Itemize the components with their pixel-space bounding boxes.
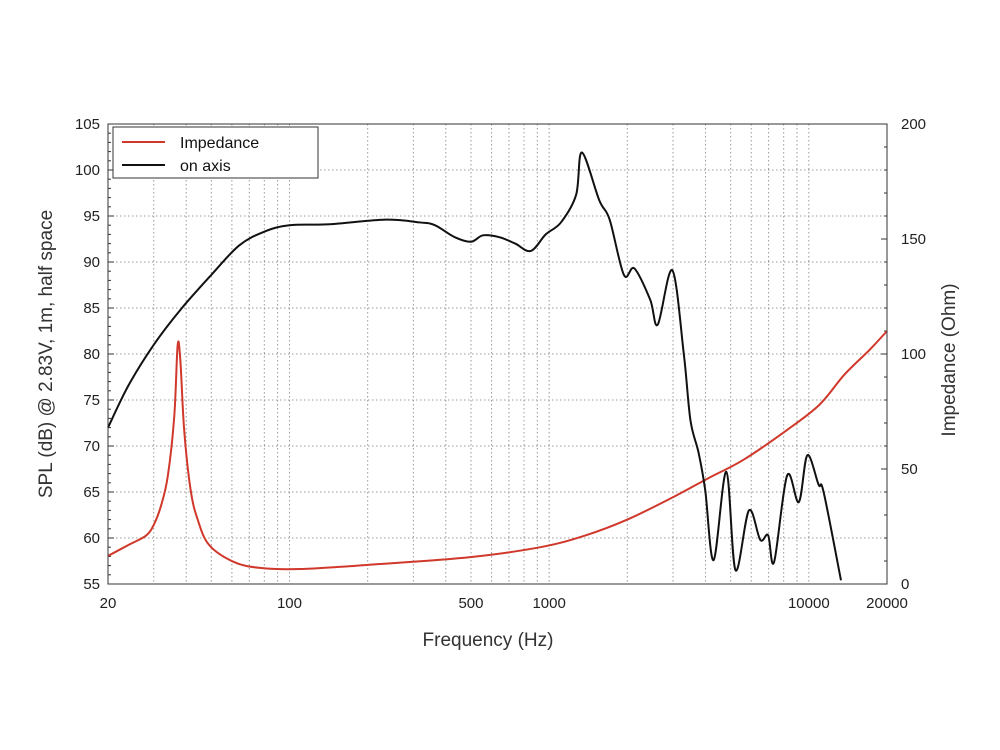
x-tick-label: 20000 xyxy=(866,595,908,612)
y-tick-label: 105 xyxy=(75,116,100,133)
legend: Impedance on axis xyxy=(112,126,319,179)
y2-tick-label: 50 xyxy=(901,461,918,478)
plot-frame xyxy=(107,123,888,585)
series-layer xyxy=(107,151,888,581)
x-tick-label: 10000 xyxy=(788,595,830,612)
x-axis-label: Frequency (Hz) xyxy=(423,630,554,651)
y-tick-label: 85 xyxy=(83,300,100,317)
legend-box xyxy=(112,126,319,179)
y2-tick-label: 150 xyxy=(901,231,926,248)
y-tick-label: 65 xyxy=(83,484,100,501)
grid xyxy=(108,123,887,585)
y-tick-label: 90 xyxy=(83,254,100,271)
series-line-on-axis xyxy=(107,151,842,581)
y-tick-label: 70 xyxy=(83,438,100,455)
x-tick-label: 20 xyxy=(100,595,117,612)
y-axis-label: SPL (dB) @ 2.83V, 1m, half space xyxy=(36,210,57,498)
x-tick-label: 500 xyxy=(458,595,483,612)
series-line-impedance xyxy=(107,330,888,571)
x-tick-label: 100 xyxy=(277,595,302,612)
y2-tick-label: 100 xyxy=(901,346,926,363)
y-tick-label: 55 xyxy=(83,576,100,593)
y2-tick-label: 0 xyxy=(901,576,909,593)
y2-axis-label: Impedance (Ohm) xyxy=(939,283,960,436)
tick-labels: 55 60 65 70 75 80 85 90 95 100 105 0 50 100 150 200 20 10… xyxy=(75,116,926,612)
y-tick-label: 75 xyxy=(83,392,100,409)
y-tick-label: 100 xyxy=(75,162,100,179)
legend-label-on-axis: on axis xyxy=(180,158,231,175)
y-tick-label: 80 xyxy=(83,346,100,363)
y-tick-label: 60 xyxy=(83,530,100,547)
x-tick-label: 1000 xyxy=(532,595,565,612)
legend-label-impedance: Impedance xyxy=(180,135,259,152)
y2-tick-label: 200 xyxy=(901,116,926,133)
y-tick-label: 95 xyxy=(83,208,100,225)
